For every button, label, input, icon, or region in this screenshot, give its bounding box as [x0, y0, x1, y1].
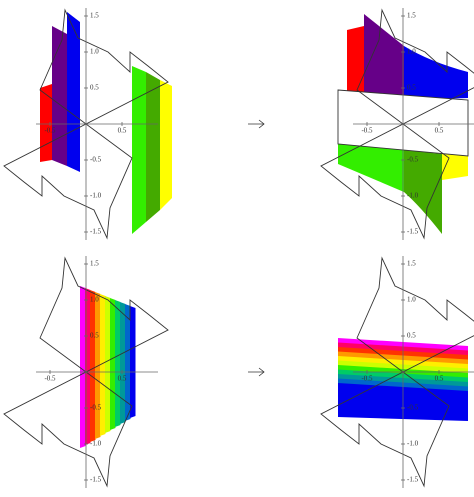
y-tick-label: 1.0 — [90, 48, 99, 56]
y-tick-label: 1.5 — [407, 260, 416, 268]
strip — [120, 302, 126, 424]
y-tick-label: -1.5 — [90, 476, 102, 484]
strip — [110, 298, 116, 430]
x-tick-label: 0.5 — [435, 375, 444, 383]
outline — [320, 8, 474, 240]
strip — [90, 290, 96, 442]
outline — [3, 256, 169, 488]
panel-2-fills — [337, 14, 469, 234]
x-tick-label: -0.5 — [44, 375, 56, 383]
block — [338, 144, 404, 192]
arrows — [248, 119, 265, 377]
outline — [3, 8, 169, 240]
y-tick-label: 0.5 — [90, 84, 99, 92]
block — [404, 46, 468, 100]
panel-axes: -0.5 0.5 1.5 1.0 0.5 -0.5 -1.0 -1.5 — [3, 8, 169, 240]
strip — [105, 296, 111, 433]
strip — [130, 306, 136, 418]
strip — [100, 294, 106, 436]
strip — [67, 12, 80, 172]
outline — [320, 256, 474, 488]
y-tick-label: -1.5 — [407, 476, 419, 484]
y-tick-label: -1.0 — [407, 192, 419, 200]
block — [404, 150, 442, 234]
x-tick-label: -0.5 — [361, 127, 373, 135]
strip — [146, 72, 160, 222]
strip — [115, 300, 121, 427]
strip — [80, 286, 86, 448]
y-tick-label: -1.5 — [90, 228, 102, 236]
y-tick-label: 0.5 — [407, 332, 416, 340]
panel-axes: -0.5 0.5 1.5 1.0 0.5 -0.5 -1.0 -1.5 — [320, 8, 474, 240]
strip — [160, 80, 172, 210]
y-tick-label: 1.5 — [90, 12, 99, 20]
arrow — [248, 119, 265, 129]
y-tick-label: 1.5 — [90, 260, 99, 268]
y-tick-label: -0.5 — [90, 156, 102, 164]
x-tick-label: 0.5 — [435, 127, 444, 135]
y-tick-label: -1.0 — [407, 440, 419, 448]
y-tick-label: -1.0 — [90, 192, 102, 200]
y-tick-label: 1.0 — [407, 296, 416, 304]
x-tick-label: 0.5 — [118, 127, 127, 135]
y-tick-label: 1.0 — [407, 48, 416, 56]
strip — [132, 66, 146, 234]
y-tick-label: -1.0 — [90, 440, 102, 448]
y-tick-label: -0.5 — [90, 404, 102, 412]
strip — [52, 26, 67, 166]
panel-axes: -0.5 0.5 1.5 1.0 0.5 -0.5 -1.0 -1.5 — [320, 256, 474, 488]
strip — [125, 304, 131, 421]
y-tick-label: 1.0 — [90, 296, 99, 304]
block — [442, 154, 468, 180]
y-tick-label: -0.5 — [407, 156, 419, 164]
block — [364, 14, 404, 104]
y-tick-label: -0.5 — [407, 404, 419, 412]
y-tick-label: 0.5 — [90, 332, 99, 340]
y-tick-label: 0.5 — [407, 84, 416, 92]
arrow — [248, 367, 265, 377]
x-tick-label: 0.5 — [118, 375, 127, 383]
y-tick-label: 1.5 — [407, 12, 416, 20]
y-tick-label: -1.5 — [407, 228, 419, 236]
x-tick-label: -0.5 — [44, 127, 56, 135]
panel-3-fills — [80, 286, 136, 448]
x-tick-label: -0.5 — [361, 375, 373, 383]
panel-axes: -0.5 0.5 1.5 1.0 0.5 -0.5 -1.0 -1.5 — [3, 256, 169, 488]
